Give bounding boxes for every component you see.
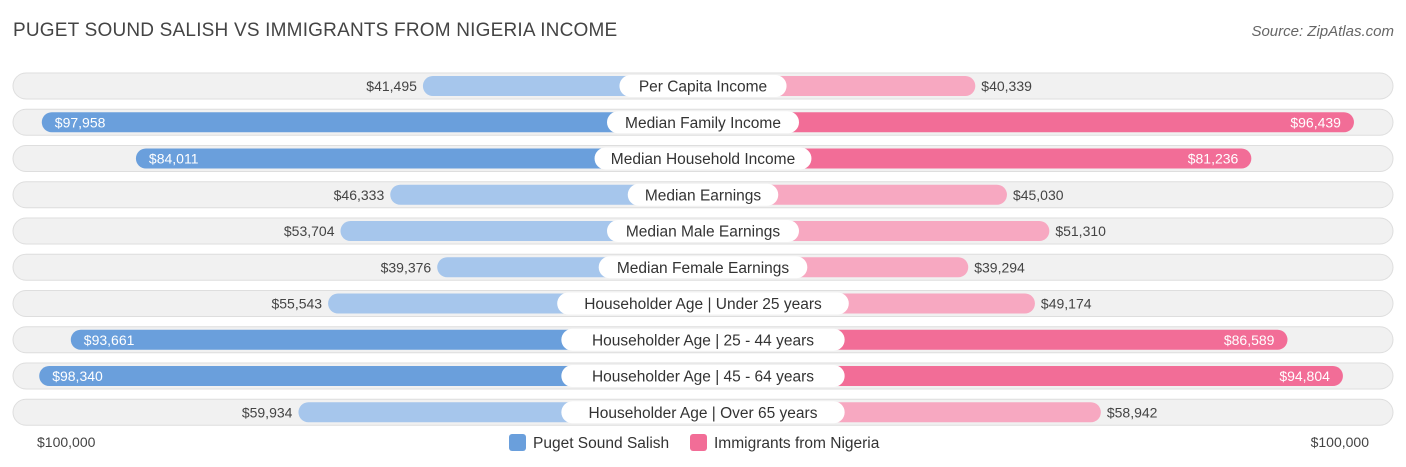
category-label-background xyxy=(607,111,799,134)
bar-puget-sound-salish xyxy=(390,184,703,205)
value-label-immigrants-from-nigeria: $39,294 xyxy=(974,259,1025,275)
category-label-background xyxy=(619,75,787,97)
category-label-background xyxy=(561,328,845,351)
value-label-immigrants-from-nigeria: $51,310 xyxy=(1055,223,1106,239)
value-label-puget-sound-salish: $84,011 xyxy=(149,151,199,167)
value-label-immigrants-from-nigeria: $40,339 xyxy=(981,78,1032,94)
category-label: Householder Age | Under 25 years xyxy=(584,296,822,313)
bar-puget-sound-salish xyxy=(135,148,703,169)
category-label-background xyxy=(561,401,845,424)
bar-immigrants-from-nigeria xyxy=(703,184,1007,205)
category-label: Householder Age | 45 - 64 years xyxy=(592,369,814,386)
axis-left-label: $100,000 xyxy=(37,434,96,450)
legend-label-puget-sound-salish: Puget Sound Salish xyxy=(533,435,669,452)
category-label-background xyxy=(561,365,845,387)
value-label-puget-sound-salish: $53,704 xyxy=(284,223,335,239)
category-label: Per Capita Income xyxy=(639,79,767,96)
bar-immigrants-from-nigeria xyxy=(703,329,1288,350)
value-label-puget-sound-salish: $59,934 xyxy=(242,404,293,420)
value-label-puget-sound-salish: $39,376 xyxy=(381,259,432,275)
category-label-background xyxy=(594,147,812,170)
category-label: Householder Age | 25 - 44 years xyxy=(592,332,814,349)
chart-source: Source: ZipAtlas.com xyxy=(1251,23,1394,40)
bar-puget-sound-salish xyxy=(70,329,703,350)
value-label-puget-sound-salish: $46,333 xyxy=(334,187,385,203)
legend-label-immigrants-from-nigeria: Immigrants from Nigeria xyxy=(714,435,880,452)
value-label-immigrants-from-nigeria: $58,942 xyxy=(1107,404,1158,420)
axis-right-label: $100,000 xyxy=(1311,434,1370,450)
value-label-immigrants-from-nigeria: $81,236 xyxy=(1188,151,1239,167)
category-label: Householder Age | Over 65 years xyxy=(589,405,818,422)
value-label-immigrants-from-nigeria: $96,439 xyxy=(1290,114,1341,130)
legend-swatch-puget-sound-salish xyxy=(509,434,526,451)
value-label-puget-sound-salish: $97,958 xyxy=(55,114,106,130)
value-label-immigrants-from-nigeria: $94,804 xyxy=(1279,368,1330,384)
category-label: Median Household Income xyxy=(611,151,795,168)
bar-puget-sound-salish xyxy=(41,112,703,133)
category-label-background xyxy=(598,256,808,279)
bar-puget-sound-salish xyxy=(39,366,703,386)
bar-immigrants-from-nigeria xyxy=(703,112,1354,133)
bar-immigrants-from-nigeria xyxy=(703,366,1343,386)
legend-swatch-immigrants-from-nigeria xyxy=(690,434,707,451)
value-label-puget-sound-salish: $98,340 xyxy=(52,368,103,384)
value-label-immigrants-from-nigeria: $45,030 xyxy=(1013,187,1064,203)
category-label-background xyxy=(557,292,849,315)
value-label-puget-sound-salish: $93,661 xyxy=(84,332,135,348)
value-label-immigrants-from-nigeria: $86,589 xyxy=(1224,332,1275,348)
category-label-background xyxy=(607,220,799,242)
category-label-background xyxy=(627,183,779,206)
category-label: Median Family Income xyxy=(625,115,781,132)
chart-title: PUGET SOUND SALISH VS IMMIGRANTS FROM NI… xyxy=(13,20,618,41)
category-label: Median Male Earnings xyxy=(626,224,780,241)
value-label-immigrants-from-nigeria: $49,174 xyxy=(1041,296,1092,312)
category-label: Median Female Earnings xyxy=(617,260,790,277)
value-label-puget-sound-salish: $41,495 xyxy=(366,78,417,94)
bar-immigrants-from-nigeria xyxy=(703,148,1252,169)
value-label-puget-sound-salish: $55,543 xyxy=(271,296,322,312)
category-label: Median Earnings xyxy=(645,187,762,204)
